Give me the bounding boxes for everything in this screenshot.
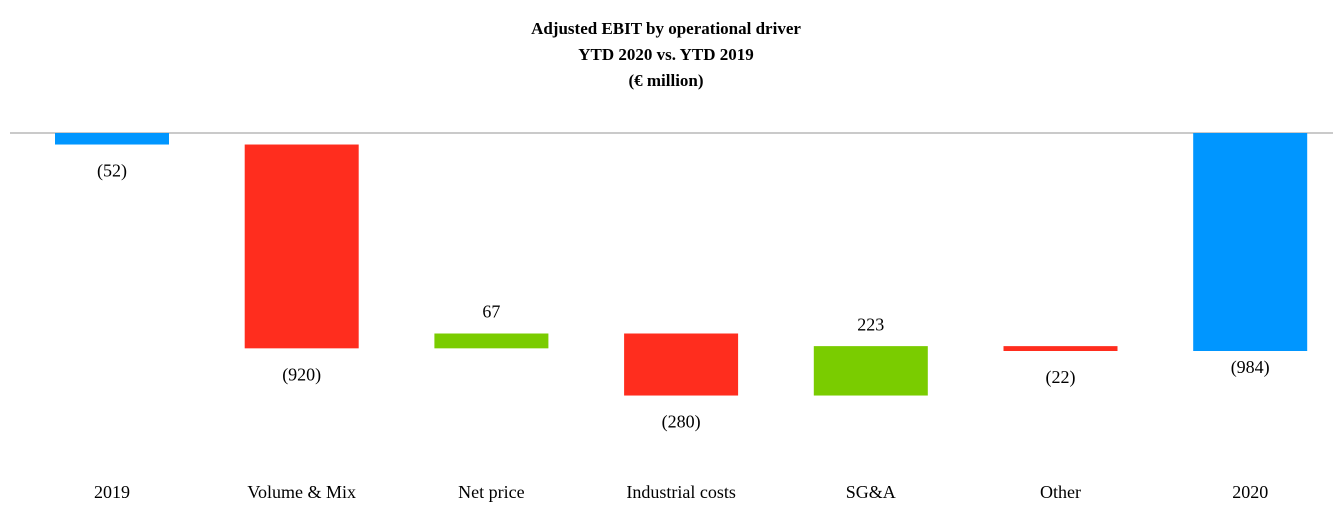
value-label: (920)	[282, 364, 321, 385]
x-tick-label: Net price	[458, 482, 524, 502]
value-label: (984)	[1231, 357, 1270, 378]
value-label: (22)	[1046, 367, 1076, 388]
chart-title: Adjusted EBIT by operational driver	[531, 19, 801, 38]
bar	[1193, 133, 1308, 351]
value-label: 223	[857, 314, 884, 334]
bar	[55, 133, 169, 145]
bar	[244, 144, 359, 349]
bar	[813, 346, 928, 396]
x-tick-label: Volume & Mix	[247, 482, 356, 502]
value-label: (52)	[97, 161, 127, 182]
x-tick-label: SG&A	[846, 482, 896, 502]
bar	[624, 333, 739, 396]
x-tick-label: 2020	[1232, 482, 1268, 502]
value-label: 67	[482, 302, 500, 322]
x-tick-label: Other	[1040, 482, 1081, 502]
x-tick-label: Industrial costs	[626, 482, 736, 502]
x-tick-label: 2019	[94, 482, 130, 502]
chart-subtitle: YTD 2020 vs. YTD 2019	[578, 45, 754, 64]
bar	[434, 333, 549, 349]
chart-unit: (€ million)	[628, 71, 703, 90]
bar	[1003, 346, 1118, 351]
value-label: (280)	[662, 412, 701, 433]
